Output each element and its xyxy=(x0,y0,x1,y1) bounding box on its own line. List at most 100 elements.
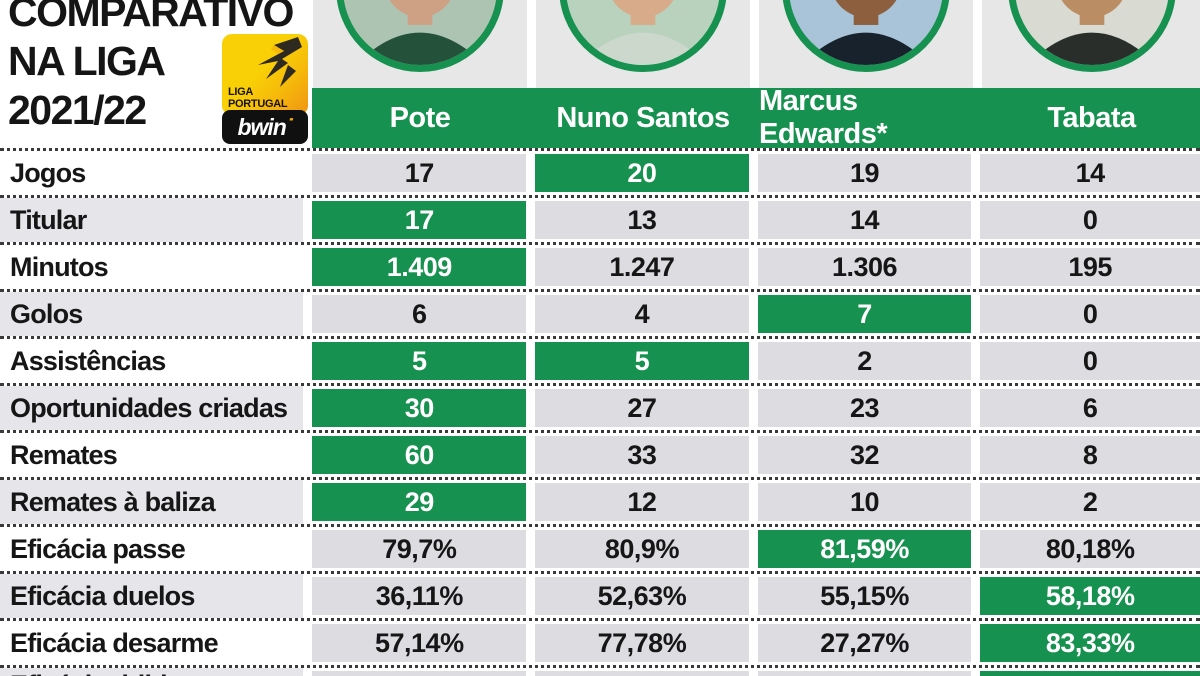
player-column xyxy=(536,0,750,88)
stat-cell: 0 xyxy=(980,342,1200,380)
stat-cell: 23 xyxy=(757,389,972,427)
bwin-logo: bwin ˙ xyxy=(222,110,308,144)
row-label: Assistências xyxy=(10,345,166,376)
player-photo-box xyxy=(313,0,527,88)
stat-cell: 79,7% xyxy=(312,530,527,568)
stat-cell: 12 xyxy=(535,483,749,521)
row-label: Jogos xyxy=(10,157,86,188)
stat-cell: 55,15% xyxy=(757,577,972,615)
stat-cell: 33 xyxy=(535,436,749,474)
title-line-3: 2021/22 xyxy=(8,87,147,133)
stat-cell-best: 30 xyxy=(312,389,527,427)
stat-cell: 0 xyxy=(980,201,1200,239)
row-label: Remates xyxy=(10,439,118,470)
row-label: Remates à baliza xyxy=(0,480,304,524)
stats-table: Jogos 17 20 19 14 Titular 17 13 14 0 Minutos 1.409 1… xyxy=(0,148,1200,676)
table-row: Golos 6 4 7 0 xyxy=(0,289,1200,336)
stat-cell: 52,63% xyxy=(535,671,749,676)
stat-cell: 57,14% xyxy=(312,624,527,662)
stat-cell-best: 83,33% xyxy=(980,624,1200,662)
table-row: Remates 60 33 32 8 xyxy=(0,430,1200,477)
row-label: Eficácia duelos xyxy=(0,574,304,618)
player-column xyxy=(759,0,973,88)
stat-cell: 2 xyxy=(980,483,1200,521)
stat-cell: 17 xyxy=(312,154,527,192)
stat-cell: 13 xyxy=(535,201,749,239)
player-name: Tabata xyxy=(1047,101,1136,134)
row-label: Eficácia desarme xyxy=(10,627,219,658)
stat-cell: 21,37% xyxy=(312,671,527,676)
stat-cell: 52,38% xyxy=(757,671,972,676)
stat-cell-best: 7 xyxy=(757,295,972,333)
stat-cell-best: 29 xyxy=(312,483,527,521)
stat-cell: 6 xyxy=(980,389,1200,427)
title-block: COMPARATIVO NA LIGA 2021/22 LIGA PORTUGA… xyxy=(0,0,312,148)
player-photo xyxy=(782,0,950,72)
table-row: Minutos 1.409 1.247 1.306 195 xyxy=(0,242,1200,289)
title-line-1: COMPARATIVO xyxy=(8,0,294,35)
table-row: Eficácia desarme 57,14% 77,78% 27,27% 83,33% xyxy=(0,618,1200,665)
stat-cell-best: 20 xyxy=(535,154,749,192)
stat-cell: 1.247 xyxy=(535,248,749,286)
stat-cell-best: 81,59% xyxy=(757,530,972,568)
stat-cell: 36,11% xyxy=(312,577,527,615)
row-label: Eficácia passe xyxy=(10,533,186,564)
player-column xyxy=(982,0,1200,88)
stat-cell-best: 5 xyxy=(312,342,527,380)
stat-cell: 1.306 xyxy=(757,248,972,286)
table-row: Eficácia duelos 36,11% 52,63% 55,15% 58,18% xyxy=(0,571,1200,618)
row-label: Minutos xyxy=(10,251,109,282)
player-photo xyxy=(559,0,727,72)
player-photo xyxy=(1007,0,1176,72)
stat-cell: 27 xyxy=(535,389,749,427)
stat-cell: 52,63% xyxy=(535,577,749,615)
row-label: Titular xyxy=(0,198,304,242)
liga-logo-yellow-panel: LIGA PORTUGAL xyxy=(222,34,308,114)
stat-cell: 19 xyxy=(757,154,972,192)
table-row: Eficácia passe 79,7% 80,9% 81,59% 80,18% xyxy=(0,524,1200,571)
row-label: Eficácia dribles xyxy=(0,668,304,676)
stat-cell: 10 xyxy=(757,483,972,521)
stat-cell-best: 60 xyxy=(312,436,527,474)
stat-cell: 4 xyxy=(535,295,749,333)
stat-cell: 195 xyxy=(980,248,1200,286)
stat-cell: 80,18% xyxy=(980,530,1200,568)
table-row: Remates à baliza 29 12 10 2 xyxy=(0,477,1200,524)
row-label: Golos xyxy=(0,292,304,336)
player-name: Marcus Edwards* xyxy=(759,85,888,150)
liga-logo-text: LIGA PORTUGAL xyxy=(228,86,288,110)
stat-cell: 32 xyxy=(757,436,972,474)
stat-cell: 14 xyxy=(980,154,1200,192)
stat-cell: 27,27% xyxy=(757,624,972,662)
table-row: Jogos 17 20 19 14 xyxy=(0,148,1200,195)
stat-cell: 14 xyxy=(757,201,972,239)
page-title: COMPARATIVO NA LIGA 2021/22 xyxy=(8,0,294,135)
stat-cell: 80,9% xyxy=(535,530,749,568)
row-label: Oportunidades criadas xyxy=(0,386,304,430)
liga-portugal-bwin-logo: LIGA PORTUGAL bwin ˙ xyxy=(222,34,308,144)
stat-cell: 6 xyxy=(312,295,527,333)
player-name: Pote xyxy=(389,101,451,134)
player-photo-box xyxy=(536,0,750,88)
stat-cell-best: 1.409 xyxy=(312,248,527,286)
table-row: Titular 17 13 14 0 xyxy=(0,195,1200,242)
stat-cell-best: 73,73% xyxy=(980,671,1200,676)
stat-cell: 8 xyxy=(980,436,1200,474)
table-row: Oportunidades criadas 30 27 23 6 xyxy=(0,383,1200,430)
table-row: Assistências 5 5 2 0 xyxy=(0,336,1200,383)
liga-logo-mark-icon xyxy=(258,37,302,87)
stat-cell: 77,78% xyxy=(535,624,749,662)
stat-cell-best: 17 xyxy=(312,201,527,239)
player-photo xyxy=(336,0,504,72)
player-column xyxy=(313,0,527,88)
stat-cell: 2 xyxy=(757,342,972,380)
header-section: COMPARATIVO NA LIGA 2021/22 LIGA PORTUGA… xyxy=(0,0,1200,150)
table-row: Eficácia dribles 21,37% 52,63% 52,38% 73,73% xyxy=(0,665,1200,676)
stat-cell-best: 58,18% xyxy=(980,577,1200,615)
player-photo-box xyxy=(759,0,973,88)
stat-cell: 0 xyxy=(980,295,1200,333)
player-photo-box xyxy=(982,0,1200,88)
player-names-bar: Pote Nuno Santos Marcus Edwards* Tabata xyxy=(312,85,1200,150)
player-name: Nuno Santos xyxy=(556,101,730,134)
